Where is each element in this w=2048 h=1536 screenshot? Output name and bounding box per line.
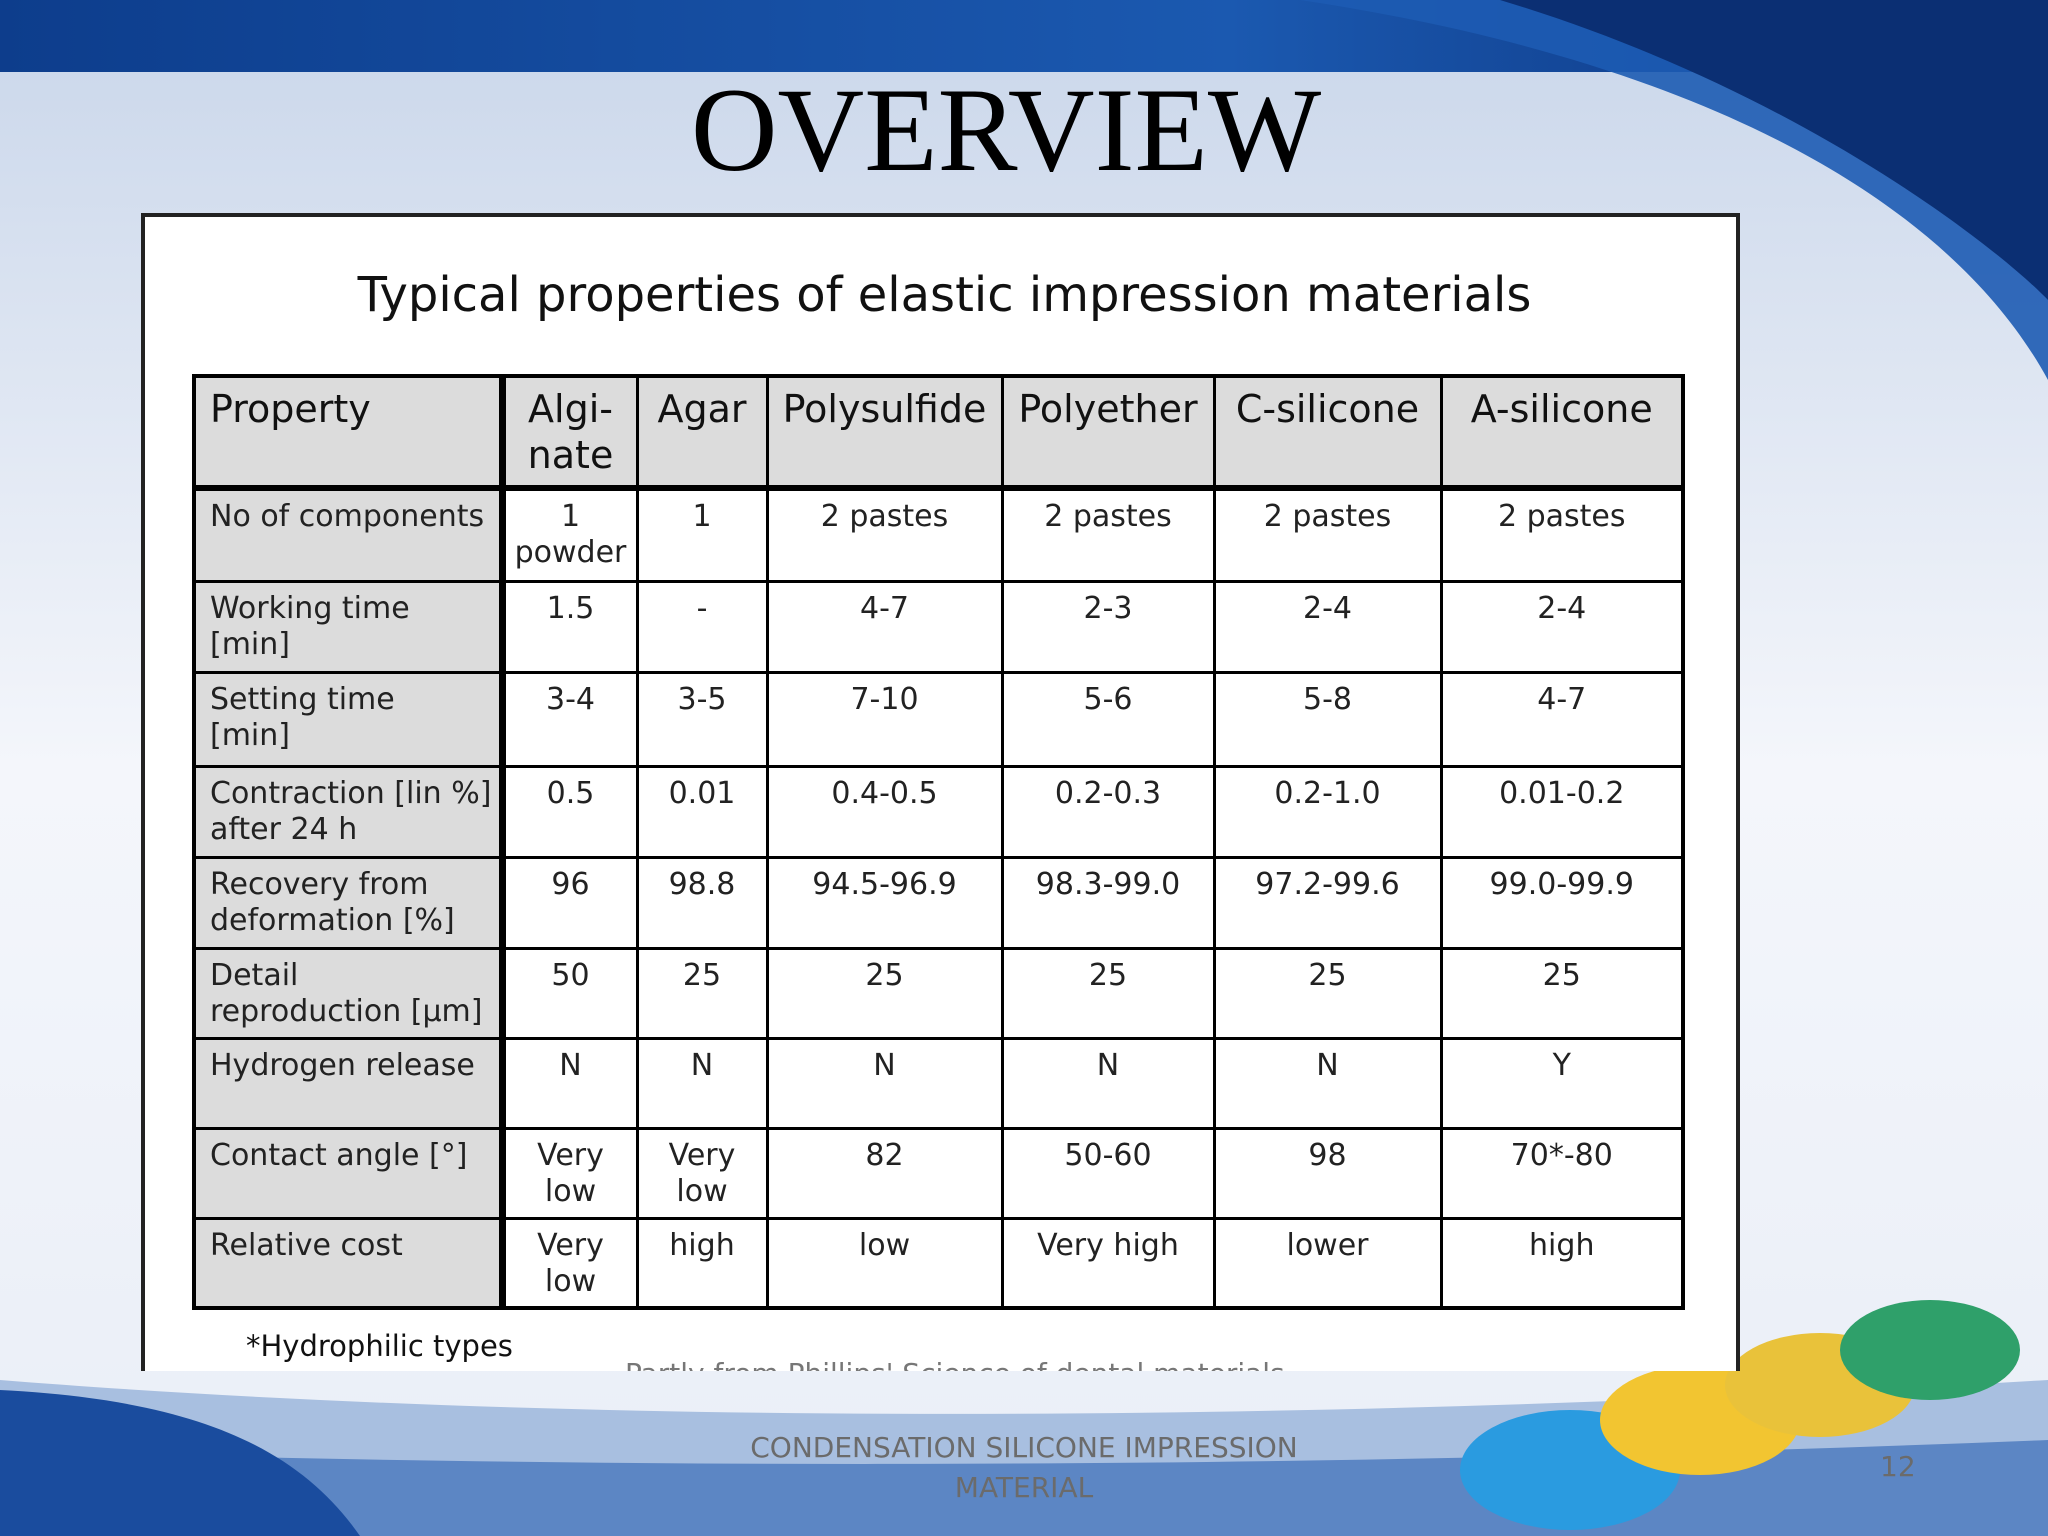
table-cell: 1.5 <box>500 579 639 674</box>
table-cell: 96 <box>500 855 639 950</box>
table-cell: 1 <box>635 486 769 583</box>
header-cell: C-silicone <box>1212 374 1443 491</box>
table-cell: high <box>635 1216 769 1310</box>
table-cell: Relative cost <box>192 1216 506 1310</box>
table-cell: Very high <box>1000 1216 1216 1310</box>
header-cell: Polyether <box>1000 374 1216 491</box>
table-row: Recovery from deformation [%] 96 98.8 94.5-… <box>192 855 1685 950</box>
table-cell: Working time [min] <box>192 579 506 674</box>
table-cell: 2 pastes <box>1000 486 1216 583</box>
table-cell: 2 pastes <box>1439 486 1685 583</box>
table-cell: 2-4 <box>1439 579 1685 674</box>
table-cell: No of components <box>192 486 506 583</box>
table-cell: 94.5-96.9 <box>765 855 1004 950</box>
table-cell: 3-5 <box>635 670 769 768</box>
table-cell: 82 <box>765 1126 1004 1220</box>
table-cell: N <box>635 1036 769 1130</box>
table-cell: N <box>500 1036 639 1130</box>
table-cell: Contraction [lin %] after 24 h <box>192 764 506 859</box>
table-row: Contact angle [°] Very low Very low 82 50-60… <box>192 1126 1685 1220</box>
table-row: Setting time [min] 3-4 3-5 7-10 5-6 5-8 4-7 <box>192 670 1685 768</box>
table-cell: 99.0-99.9 <box>1439 855 1685 950</box>
table-cell: 7-10 <box>765 670 1004 768</box>
table-cell: 25 <box>1212 946 1443 1040</box>
table-row: Property Algi- nate Agar Polysulfide Polyeth… <box>192 374 1685 491</box>
table-cell: 5-6 <box>1000 670 1216 768</box>
table-cell: 97.2-99.6 <box>1212 855 1443 950</box>
table-cell: Recovery from deformation [%] <box>192 855 506 950</box>
table-cell: 98.3-99.0 <box>1000 855 1216 950</box>
source-note: Partly from Phillips' Science of dental … <box>625 1357 1285 1371</box>
table-cell: 50-60 <box>1000 1126 1216 1220</box>
table-cell: 5-8 <box>1212 670 1443 768</box>
properties-table: Property Algi- nate Agar Polysulfide Polyeth… <box>192 374 1685 1310</box>
table-cell: 2-3 <box>1000 579 1216 674</box>
table-cell: 25 <box>1000 946 1216 1040</box>
footer: CONDENSATION SILICONE IMPRESSION MATERIA… <box>750 1431 1298 1504</box>
table-cell: Contact angle [°] <box>192 1126 506 1220</box>
table-cell: 0.2-0.3 <box>1000 764 1216 859</box>
table-cell: N <box>1212 1036 1443 1130</box>
table-cell: 25 <box>765 946 1004 1040</box>
slide-title: OVERVIEW <box>690 63 1322 196</box>
table-cell: 0.01 <box>635 764 769 859</box>
table-cell: Detail reproduction [µm] <box>192 946 506 1040</box>
tray-image <box>1840 1300 2020 1400</box>
page-number: 12 <box>1880 1450 1916 1483</box>
table-title: Typical properties of elastic impression… <box>357 267 1532 323</box>
table-row: Working time [min] 1.5-4-7 2-3 2-4 2-4 <box>192 579 1685 674</box>
header-cell: A-silicone <box>1439 374 1685 491</box>
table-cell: 0.5 <box>500 764 639 859</box>
table-cell: 25 <box>1439 946 1685 1040</box>
table-cell: 0.01-0.2 <box>1439 764 1685 859</box>
table-cell: 0.2-1.0 <box>1212 764 1443 859</box>
table-cell: 4-7 <box>765 579 1004 674</box>
table-row: Hydrogen release N N N N N Y <box>192 1036 1685 1130</box>
table-cell: 70*-80 <box>1439 1126 1685 1220</box>
table-row: Relative cost Very low high low Very high low… <box>192 1216 1685 1310</box>
header-cell: Algi- nate <box>500 374 639 491</box>
table-image: Typical properties of elastic impression… <box>141 213 1740 1371</box>
table-cell: Y <box>1439 1036 1685 1130</box>
table-cell: 4-7 <box>1439 670 1685 768</box>
table-cell: low <box>765 1216 1004 1310</box>
header-cell: Polysulfide <box>765 374 1004 491</box>
table-row: Contraction [lin %] after 24 h 0.5 0.01 0.4… <box>192 764 1685 859</box>
table-cell: 2 pastes <box>1212 486 1443 583</box>
table-cell: 0.4-0.5 <box>765 764 1004 859</box>
table-cell: 1 powder <box>500 486 639 583</box>
table-row: Detail reproduction [µm] 50 25 25 25 25 25 <box>192 946 1685 1040</box>
table-cell: 2-4 <box>1212 579 1443 674</box>
table-cell: lower <box>1212 1216 1443 1310</box>
table-row: No of components 1 powder 1 2 pastes 2 paste… <box>192 486 1685 583</box>
table-cell: 25 <box>635 946 769 1040</box>
table-cell: 98 <box>1212 1126 1443 1220</box>
table-cell: Hydrogen release <box>192 1036 506 1130</box>
footnote: *Hydrophilic types <box>246 1329 513 1363</box>
header-cell: Agar <box>635 374 769 491</box>
table-cell: 98.8 <box>635 855 769 950</box>
header-cell: Property <box>192 374 506 491</box>
table-cell: Very low <box>635 1126 769 1220</box>
table-cell: Setting time [min] <box>192 670 506 768</box>
table-cell: high <box>1439 1216 1685 1310</box>
table-cell: N <box>1000 1036 1216 1130</box>
table-cell: 2 pastes <box>765 486 1004 583</box>
table-cell: - <box>635 579 769 674</box>
table-cell: N <box>765 1036 1004 1130</box>
table-cell: 50 <box>500 946 639 1040</box>
table-cell: Very low <box>500 1216 639 1310</box>
table-cell: 3-4 <box>500 670 639 768</box>
table-cell: Very low <box>500 1126 639 1220</box>
